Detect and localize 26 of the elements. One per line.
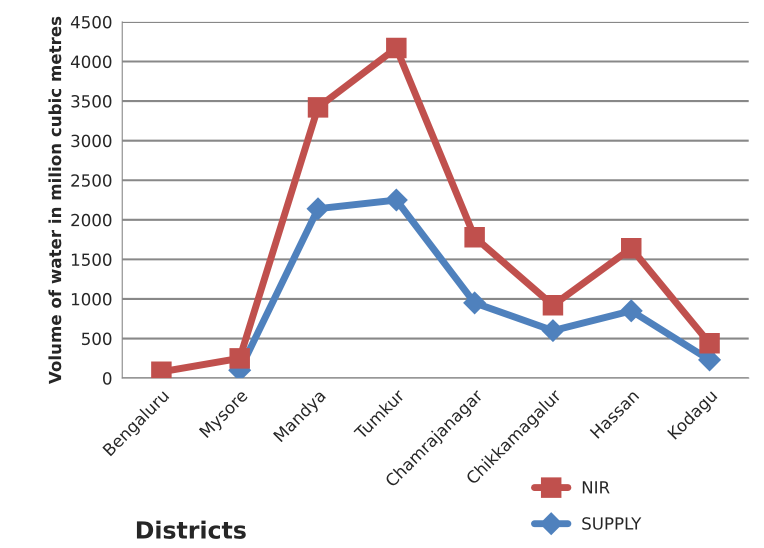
point	[386, 38, 407, 58]
point	[699, 333, 720, 354]
x-axis-title: Districts	[136, 520, 246, 539]
point	[464, 226, 485, 248]
point	[542, 319, 564, 342]
point	[620, 300, 643, 322]
y-tick-label: 0	[103, 372, 112, 385]
y-tick-label: 500	[82, 332, 112, 346]
point	[463, 292, 486, 314]
y-tick-label: 1000	[72, 292, 112, 306]
point	[621, 238, 642, 259]
point	[306, 197, 330, 220]
point	[308, 97, 328, 118]
y-tick-label: 2500	[71, 174, 112, 187]
point	[229, 348, 250, 369]
legend-label: SUPPLY	[582, 517, 642, 530]
legend-label: NIR	[582, 481, 610, 494]
y-tick-label: 4000	[70, 55, 112, 68]
y-tick-label: 3000	[71, 134, 112, 148]
y-axis-title: Volume of water in milion cubic metres	[48, 16, 62, 384]
y-tick-label: 1500	[72, 253, 112, 266]
point	[385, 188, 408, 212]
point	[542, 295, 564, 316]
y-tick-label: 3500	[71, 95, 112, 108]
y-tick-label: 2000	[71, 214, 112, 226]
y-tick-label: 4500	[70, 16, 112, 28]
